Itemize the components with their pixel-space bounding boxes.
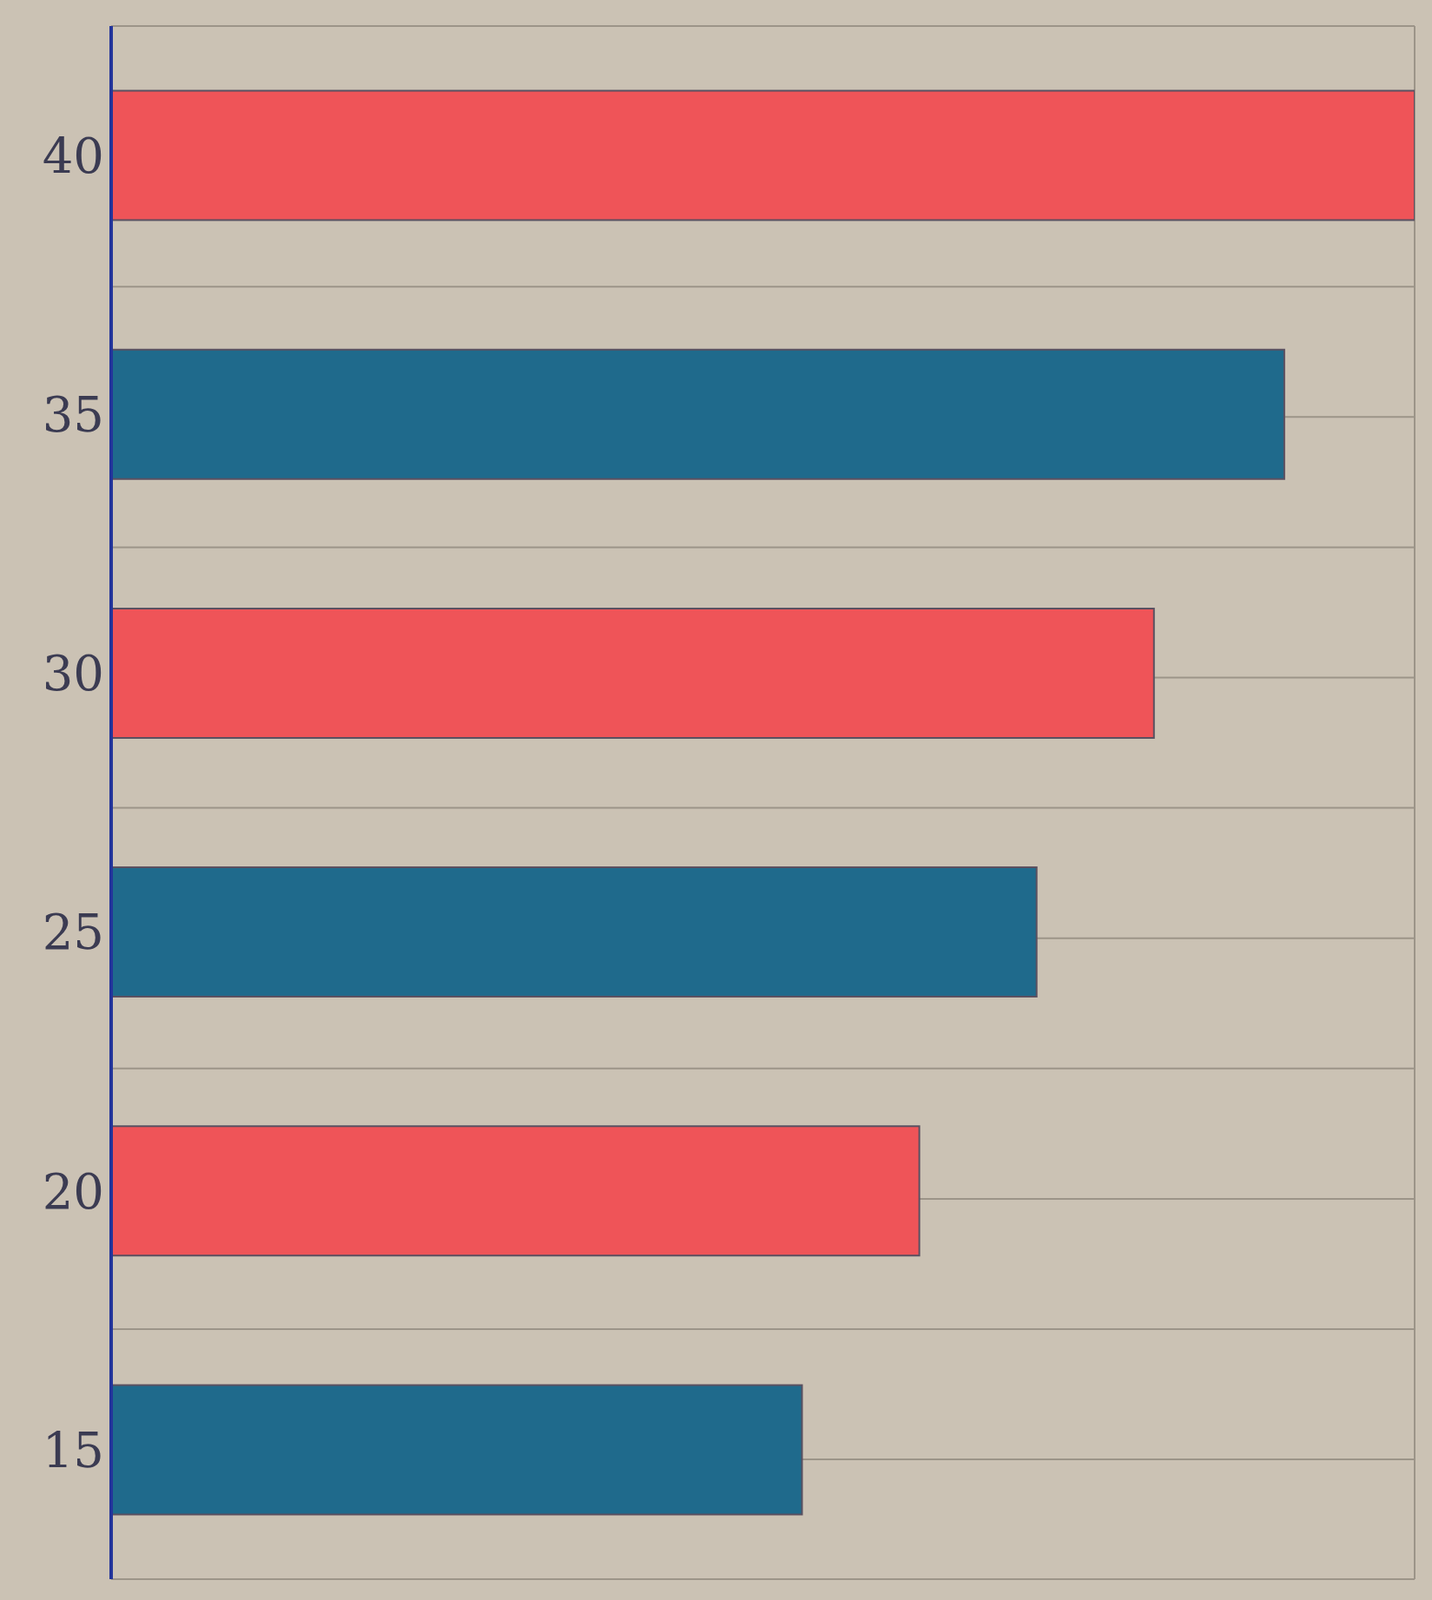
svg-text:20: 20: [42, 1163, 105, 1221]
svg-text:15: 15: [42, 1422, 105, 1479]
svg-text:25: 25: [42, 904, 105, 961]
svg-text:30: 30: [42, 645, 105, 702]
svg-text:40: 40: [42, 127, 105, 185]
svg-text:35: 35: [42, 386, 105, 443]
